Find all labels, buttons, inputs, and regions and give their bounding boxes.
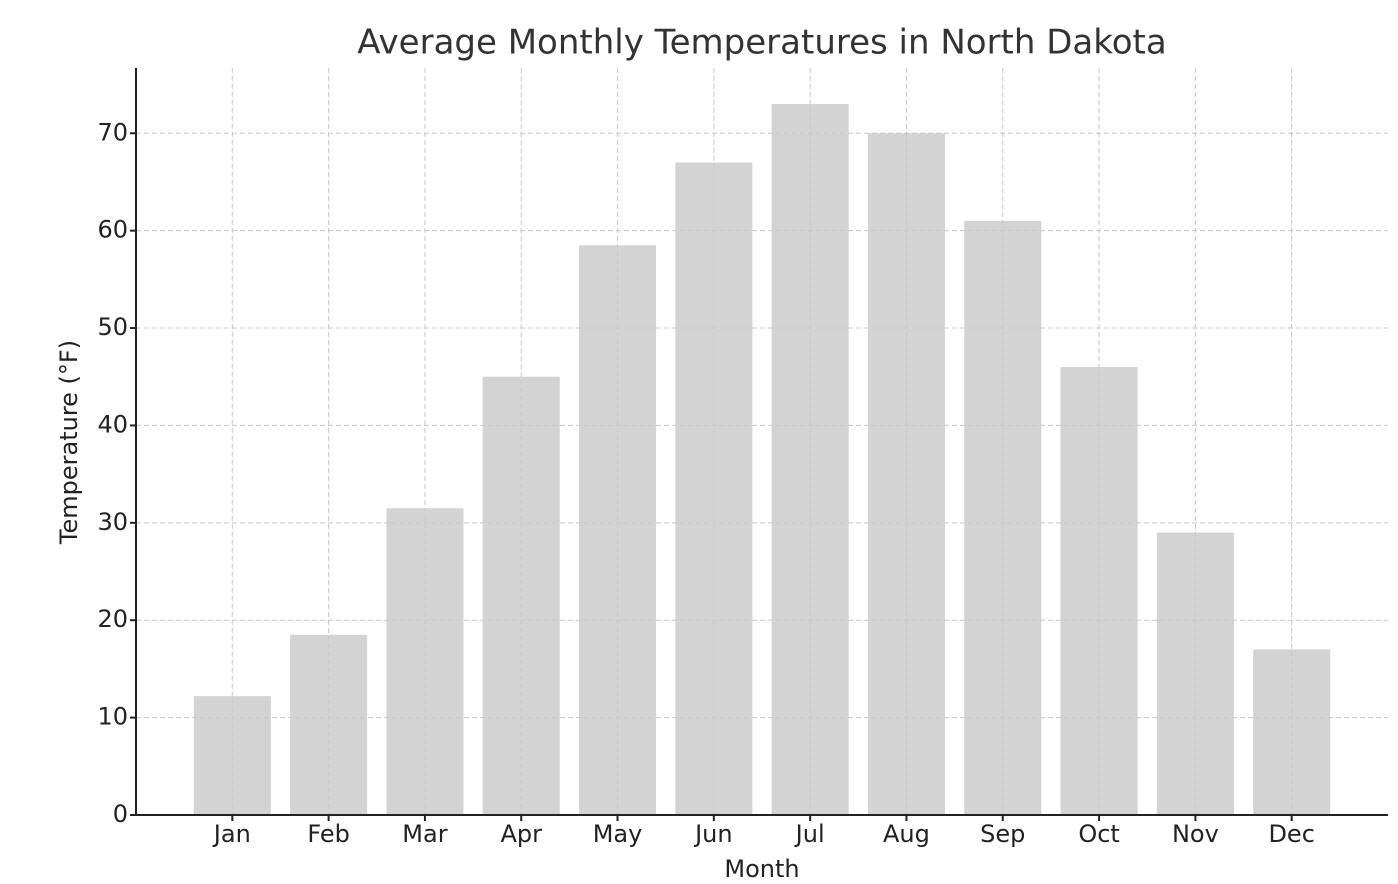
x-tick-label: Aug [883, 820, 930, 848]
y-tick-label: 70 [97, 118, 128, 146]
x-tick-label: Dec [1268, 820, 1314, 848]
x-tick-label: May [593, 820, 643, 848]
y-tick-label: 40 [97, 410, 128, 438]
chart-title: Average Monthly Temperatures in North Da… [357, 23, 1166, 63]
x-tick-label: Jun [693, 820, 733, 848]
x-axis-label: Month [724, 855, 799, 883]
bar [193, 696, 271, 815]
y-axis-label: Temperature (°F) [55, 340, 83, 545]
y-tick-label: 30 [97, 508, 128, 536]
x-tick-label: Feb [307, 820, 350, 848]
bar [579, 245, 657, 815]
y-tick-label: 50 [97, 313, 128, 341]
x-tick-label: Oct [1078, 820, 1120, 848]
y-tick-label: 20 [97, 605, 128, 633]
y-tick-label: 60 [97, 216, 128, 244]
x-tick-label: Jan [212, 820, 251, 848]
x-tick-label: Nov [1172, 820, 1219, 848]
y-tick-label: 10 [97, 703, 128, 731]
y-tick-label: 0 [113, 800, 128, 828]
x-tick-label: Jul [794, 820, 825, 848]
x-tick-label: Apr [500, 820, 542, 848]
x-tick-label: Sep [980, 820, 1025, 848]
x-tick-label: Mar [402, 820, 447, 848]
